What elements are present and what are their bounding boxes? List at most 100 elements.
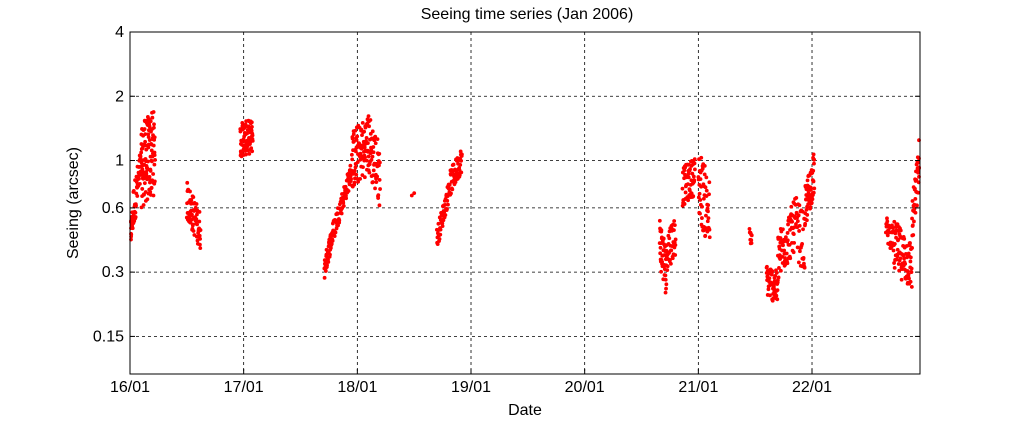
data-point [376,196,381,200]
data-point [367,162,372,167]
data-point [794,195,799,200]
data-point [905,269,910,273]
data-point [325,263,329,268]
data-point [773,273,778,278]
x-tick-label: 19/01 [451,379,491,396]
data-point [659,228,664,233]
data-point [706,209,710,214]
data-point [352,180,357,185]
data-point [909,270,914,275]
data-point [349,177,353,181]
data-point [443,203,448,207]
data-point [355,134,360,139]
data-point [916,190,921,195]
data-point [663,277,668,282]
data-point [249,146,254,151]
data-point [812,161,816,166]
data-point [898,228,903,233]
data-point [352,168,357,173]
data-point [375,174,380,179]
data-point [812,186,817,191]
data-point [362,145,367,150]
data-point [777,266,781,270]
data-point [906,272,911,277]
x-tick-label: 17/01 [224,379,264,396]
data-point [374,180,379,185]
data-point [704,188,709,193]
data-point [895,247,900,252]
data-point [364,158,369,163]
data-point [151,172,156,176]
data-point [377,178,382,182]
data-point [447,182,452,187]
data-point [145,177,149,182]
data-point [149,185,154,190]
data-point [810,197,815,202]
data-point [440,224,445,229]
data-point [885,233,890,238]
data-point [131,189,136,193]
data-point [698,177,703,182]
data-point [811,190,816,195]
data-point [145,167,150,172]
axis-ticks: 16/01 17/01 18/01 19/01 20/01 21/01 22/01 0.15 0… [93,24,920,396]
data-point [436,221,441,226]
data-point [691,174,696,179]
data-point [362,175,367,180]
data-point [438,232,443,237]
data-point [240,121,245,125]
data-point [698,211,702,216]
data-point [749,241,754,246]
data-point [785,261,790,266]
data-point [368,151,373,156]
y-axis-label: Seeing (arcsec) [65,147,82,259]
data-point [353,165,358,170]
data-point [145,197,150,202]
data-point [804,207,809,212]
data-point [143,143,148,148]
x-tick-label: 22/01 [792,379,832,396]
data-point [774,293,779,298]
data-point [362,129,367,134]
data-point [658,251,663,256]
data-point [703,185,708,190]
data-point [459,170,464,175]
data-point [897,268,902,273]
y-tick-label: 2 [115,88,124,105]
data-point [702,172,707,177]
data-point [360,133,364,138]
data-point [704,175,709,180]
data-point [910,216,914,221]
data-point [789,204,794,209]
data-point [328,252,332,257]
data-point [151,193,156,198]
data-point [912,219,916,224]
data-point [686,198,691,203]
data-point [150,115,155,120]
data-point [438,227,443,232]
data-point [788,256,793,261]
data-point [673,237,678,242]
data-point [341,204,346,208]
data-point [663,290,668,295]
data-point [150,159,154,164]
data-point [328,246,333,250]
data-point [377,203,382,208]
data-point [249,128,254,133]
data-point [371,168,376,173]
data-point [146,145,151,150]
data-point [906,251,911,256]
data-point [147,138,152,142]
data-point [800,241,804,246]
data-point [350,157,355,162]
data-point [808,205,813,210]
data-point [781,243,785,248]
data-point [659,269,664,274]
data-point [707,227,712,232]
data-point [805,178,810,183]
data-point [661,236,666,241]
data-point [786,222,790,227]
data-point [190,212,194,217]
data-point [249,120,254,125]
data-point [785,231,790,235]
